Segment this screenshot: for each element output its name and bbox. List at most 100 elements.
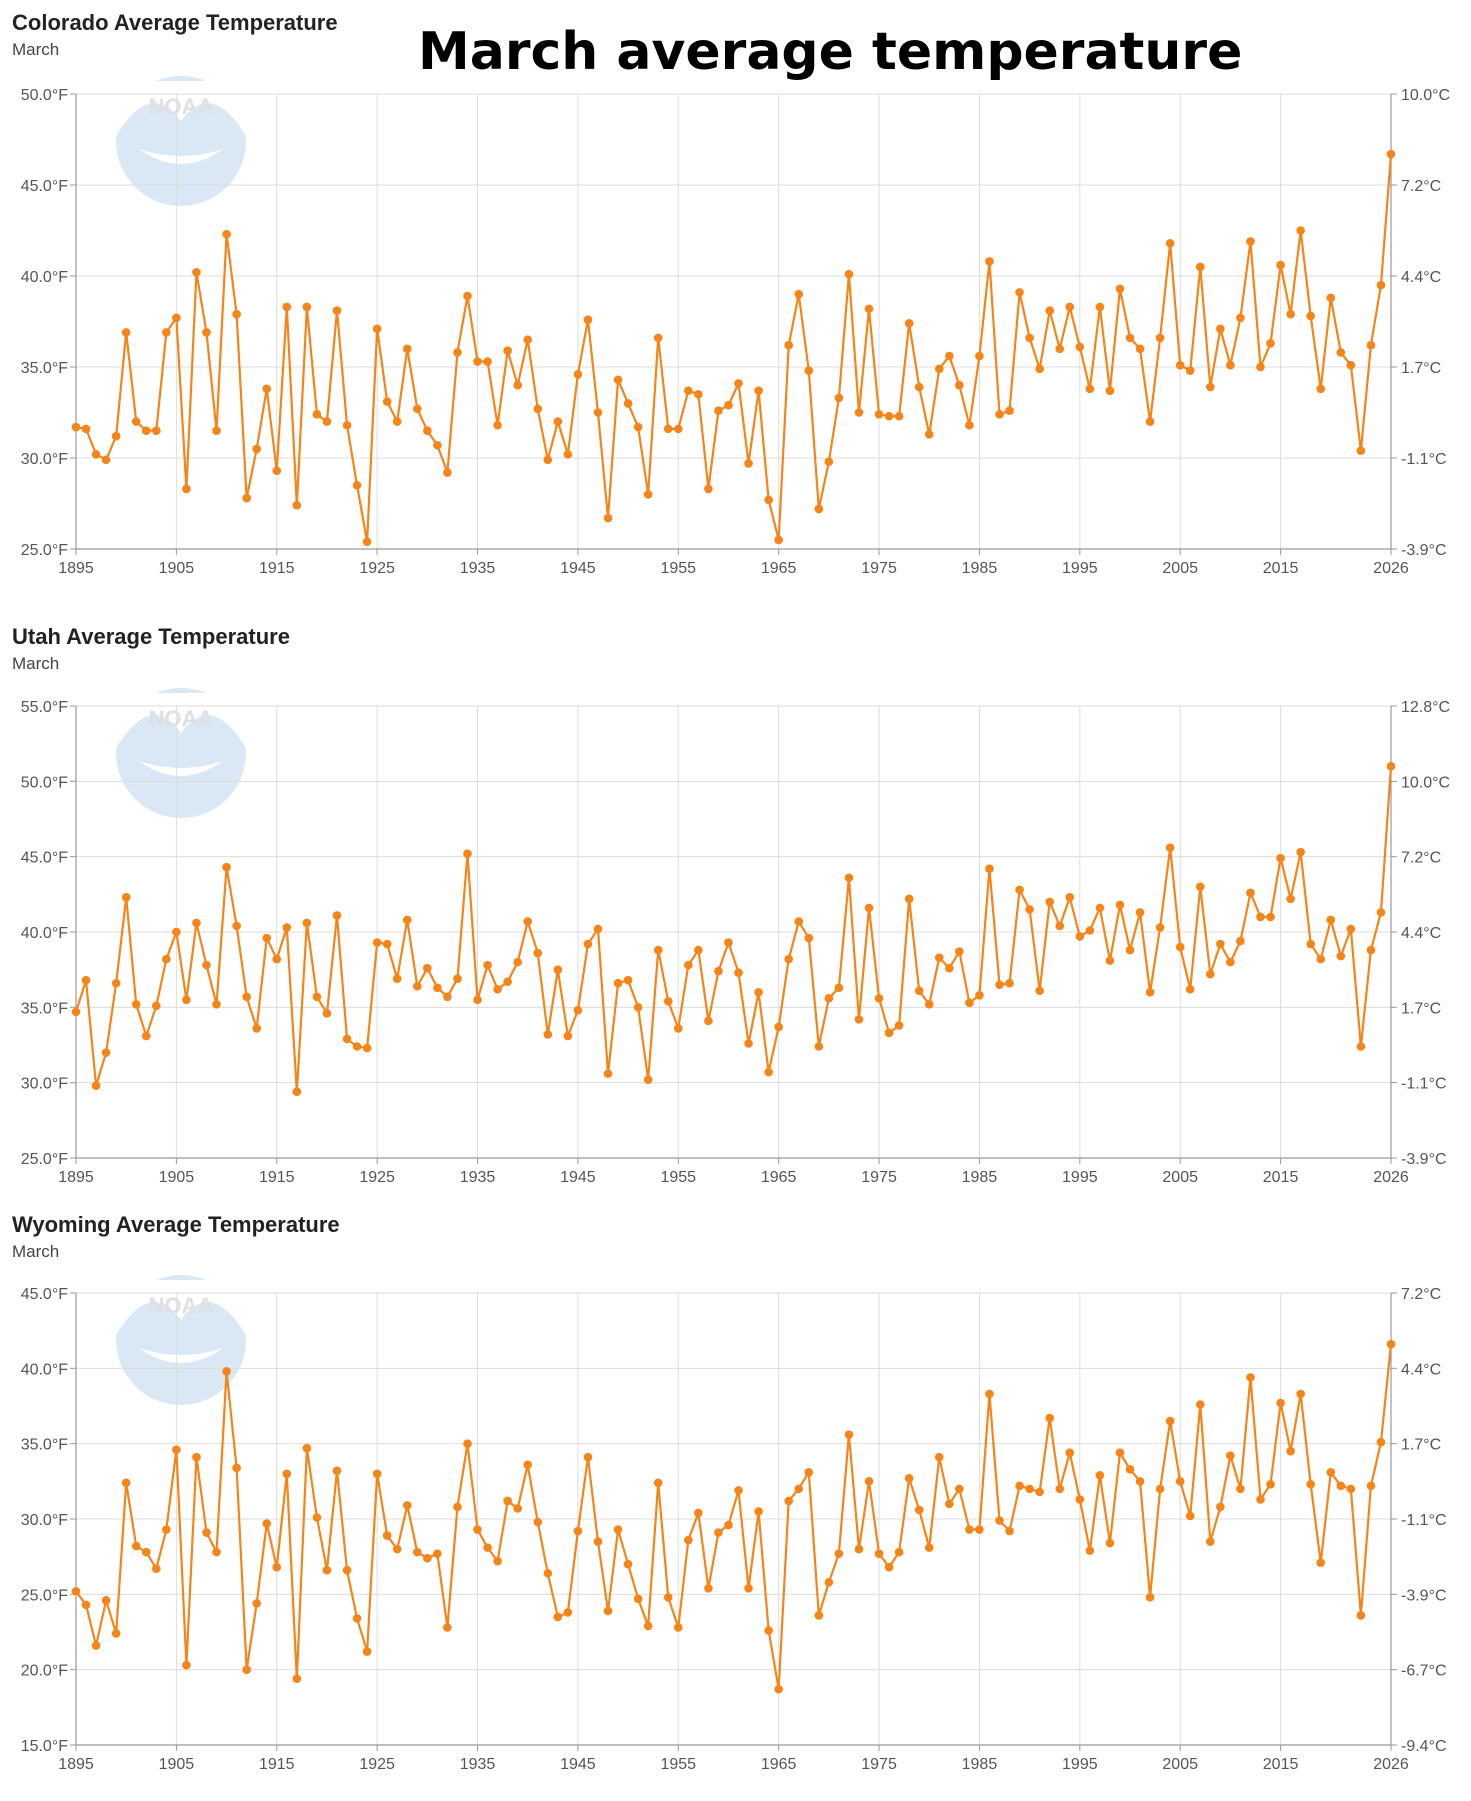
- data-point[interactable]: [412, 404, 422, 414]
- data-point[interactable]: [1256, 1495, 1265, 1504]
- data-point[interactable]: [212, 426, 221, 436]
- data-point[interactable]: [553, 965, 563, 974]
- data-point[interactable]: [784, 340, 794, 350]
- data-point[interactable]: [1065, 893, 1075, 902]
- data-point[interactable]: [1005, 406, 1014, 415]
- data-point[interactable]: [975, 351, 984, 361]
- data-point[interactable]: [322, 1565, 332, 1575]
- data-point[interactable]: [1055, 921, 1065, 931]
- data-point[interactable]: [874, 1549, 884, 1558]
- data-point[interactable]: [1155, 1484, 1165, 1494]
- data-point[interactable]: [1095, 1471, 1105, 1480]
- data-point[interactable]: [121, 328, 131, 337]
- data-point[interactable]: [152, 1564, 161, 1574]
- data-point[interactable]: [91, 1641, 101, 1650]
- data-point[interactable]: [302, 1443, 312, 1453]
- data-point[interactable]: [1326, 915, 1336, 925]
- data-point[interactable]: [392, 417, 402, 426]
- data-point[interactable]: [1246, 237, 1255, 246]
- data-point[interactable]: [1386, 761, 1396, 771]
- data-point[interactable]: [1175, 360, 1185, 370]
- data-point[interactable]: [1266, 912, 1275, 922]
- data-point[interactable]: [1316, 1558, 1326, 1567]
- data-point[interactable]: [583, 315, 593, 324]
- data-point[interactable]: [593, 924, 603, 934]
- data-point[interactable]: [613, 978, 623, 988]
- data-point[interactable]: [483, 1543, 492, 1552]
- data-point[interactable]: [1256, 362, 1265, 372]
- data-point[interactable]: [332, 306, 342, 315]
- data-point[interactable]: [955, 1484, 964, 1494]
- data-point[interactable]: [603, 513, 613, 523]
- data-point[interactable]: [252, 1024, 261, 1033]
- data-point[interactable]: [443, 1623, 452, 1632]
- data-point[interactable]: [975, 1525, 984, 1534]
- data-point[interactable]: [1356, 1611, 1366, 1620]
- data-point[interactable]: [252, 1599, 261, 1608]
- data-point[interactable]: [965, 420, 974, 430]
- data-point[interactable]: [503, 346, 512, 355]
- data-point[interactable]: [382, 1531, 392, 1540]
- data-point[interactable]: [1085, 1546, 1095, 1555]
- data-point[interactable]: [1145, 1593, 1155, 1602]
- data-point[interactable]: [493, 984, 502, 994]
- data-point[interactable]: [1236, 313, 1245, 323]
- data-point[interactable]: [1075, 1495, 1085, 1504]
- data-point[interactable]: [1316, 384, 1326, 394]
- data-point[interactable]: [985, 1389, 994, 1399]
- data-point[interactable]: [734, 1486, 743, 1495]
- data-point[interactable]: [995, 980, 1004, 990]
- data-point[interactable]: [1206, 1537, 1215, 1546]
- data-point[interactable]: [152, 426, 161, 436]
- data-point[interactable]: [1115, 1448, 1125, 1458]
- data-point[interactable]: [402, 344, 412, 354]
- data-point[interactable]: [533, 1517, 543, 1527]
- data-point[interactable]: [914, 382, 924, 392]
- data-point[interactable]: [1236, 1484, 1245, 1494]
- data-point[interactable]: [1105, 1538, 1115, 1548]
- data-point[interactable]: [965, 998, 974, 1008]
- data-point[interactable]: [694, 945, 703, 955]
- data-point[interactable]: [322, 1009, 332, 1018]
- data-point[interactable]: [854, 408, 864, 417]
- data-point[interactable]: [483, 357, 492, 366]
- data-point[interactable]: [543, 455, 553, 465]
- data-point[interactable]: [1135, 908, 1145, 917]
- data-point[interactable]: [453, 348, 462, 357]
- data-point[interactable]: [804, 366, 814, 375]
- data-point[interactable]: [794, 917, 804, 926]
- data-point[interactable]: [1366, 1481, 1376, 1491]
- data-point[interactable]: [1226, 1451, 1235, 1461]
- data-point[interactable]: [945, 963, 954, 973]
- data-point[interactable]: [864, 304, 874, 314]
- data-point[interactable]: [995, 410, 1004, 419]
- data-point[interactable]: [523, 335, 533, 345]
- data-point[interactable]: [282, 923, 292, 932]
- data-point[interactable]: [81, 975, 91, 985]
- data-point[interactable]: [1356, 446, 1366, 456]
- data-point[interactable]: [473, 1525, 482, 1534]
- data-point[interactable]: [754, 386, 763, 395]
- data-point[interactable]: [232, 309, 241, 319]
- data-point[interactable]: [111, 1629, 121, 1638]
- data-point[interactable]: [453, 1502, 462, 1512]
- data-point[interactable]: [904, 319, 914, 328]
- data-point[interactable]: [433, 983, 442, 993]
- data-point[interactable]: [824, 1577, 834, 1587]
- data-point[interactable]: [914, 986, 924, 996]
- data-point[interactable]: [924, 1000, 934, 1009]
- data-point[interactable]: [1195, 1400, 1205, 1409]
- data-point[interactable]: [172, 927, 181, 937]
- data-point[interactable]: [814, 1042, 824, 1051]
- data-point[interactable]: [182, 484, 191, 494]
- data-point[interactable]: [854, 1544, 864, 1554]
- data-point[interactable]: [1226, 360, 1235, 370]
- data-point[interactable]: [302, 918, 312, 928]
- data-point[interactable]: [463, 291, 472, 301]
- data-point[interactable]: [1366, 945, 1376, 955]
- data-point[interactable]: [1206, 969, 1215, 979]
- data-point[interactable]: [894, 1547, 904, 1557]
- data-point[interactable]: [503, 1496, 512, 1506]
- data-point[interactable]: [1025, 1484, 1034, 1494]
- data-point[interactable]: [372, 1469, 382, 1479]
